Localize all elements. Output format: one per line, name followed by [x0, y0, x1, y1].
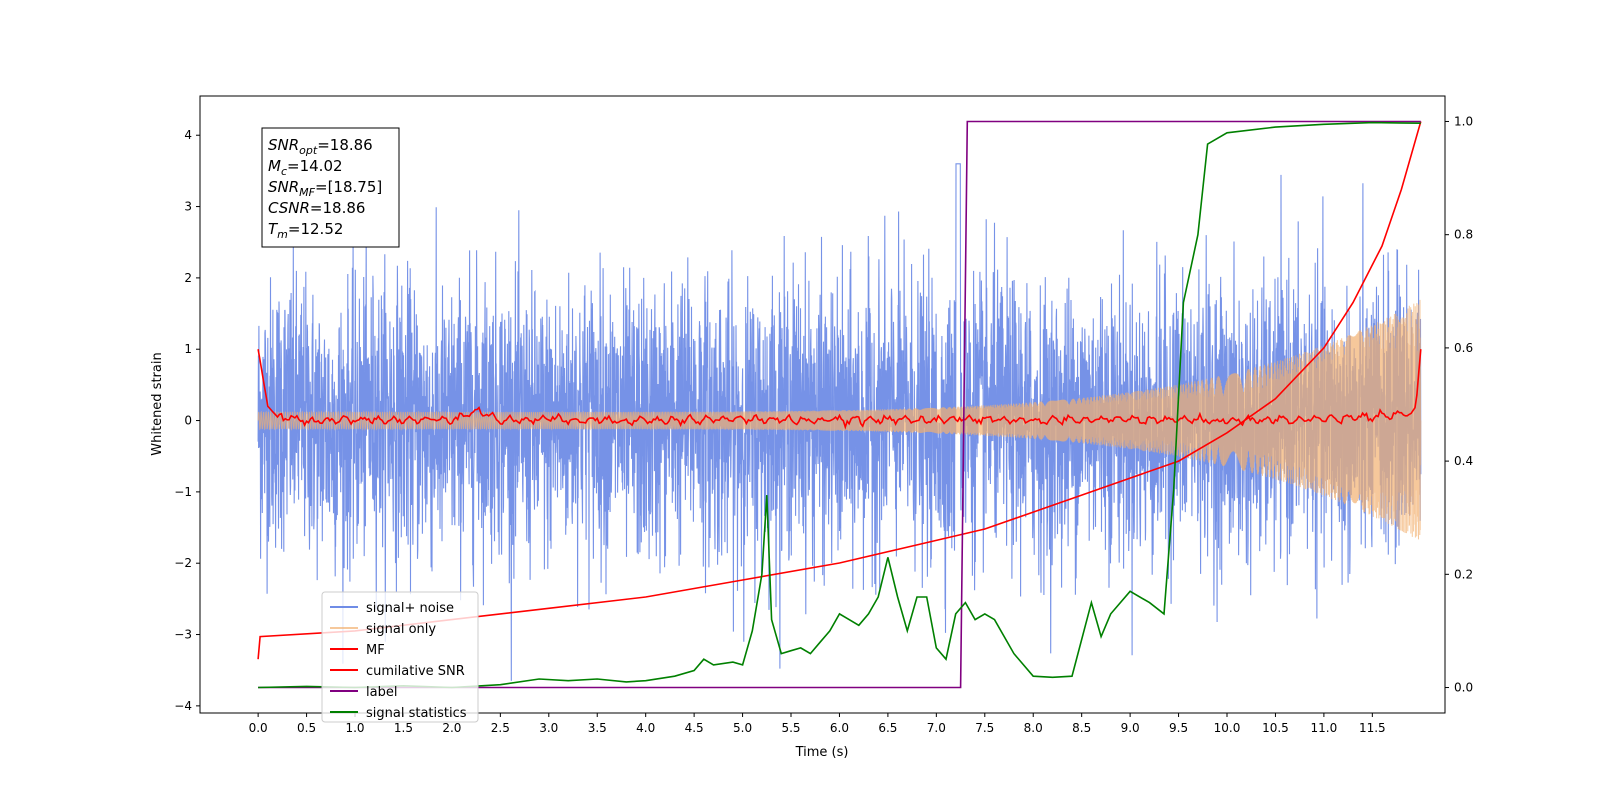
y-left-tick-label: 1	[184, 342, 192, 356]
y-right-tick-label: 0.8	[1454, 228, 1473, 242]
annotation-subscript: c	[281, 165, 287, 178]
x-tick-label: 2.5	[491, 721, 510, 735]
x-tick-label: 9.5	[1169, 721, 1188, 735]
x-tick-label: 10.0	[1214, 721, 1241, 735]
annotation-value: =18.86	[310, 199, 366, 217]
series-line-signal-statistics	[258, 121, 1421, 689]
y-left-tick-label: −3	[174, 628, 192, 642]
y-left-tick-label: 4	[184, 128, 192, 142]
annotation-symbol: SNR	[268, 136, 299, 154]
y-right-tick-label: 1.0	[1454, 114, 1473, 128]
x-tick-label: 1.0	[345, 721, 364, 735]
annotation-lines: SNRopt=18.86Mc=14.02SNRMF=[18.75]CSNR=18…	[268, 136, 382, 241]
annotation-subscript: m	[277, 228, 288, 241]
legend: signal+ noise signal only MF cumilative SNR…	[321, 591, 479, 723]
y-right-tick-label: 0.0	[1454, 681, 1473, 695]
legend-label: MF	[366, 643, 385, 658]
x-tick-label: 7.5	[975, 721, 994, 735]
y-right-tick-label: 0.2	[1454, 567, 1473, 581]
annotation-line: CSNR=18.86	[268, 199, 365, 217]
y-left-tick-label: −1	[174, 485, 192, 499]
y-axis-right: 1.0 0.8 0.6 0.4 0.2 0.0	[1445, 114, 1473, 695]
y-right-tick-label: 0.4	[1454, 454, 1473, 468]
x-tick-label: 5.0	[733, 721, 752, 735]
annotation-value: =[18.75]	[315, 178, 382, 196]
x-tick-label: 10.5	[1262, 721, 1289, 735]
x-tick-label: 11.0	[1311, 721, 1338, 735]
annotation-subscript: opt	[299, 144, 318, 157]
annotation-frame	[261, 127, 400, 248]
y-left-tick-label: 2	[184, 271, 192, 285]
x-tick-label: 5.5	[781, 721, 800, 735]
annotation-subscript: MF	[299, 186, 315, 199]
annotation-box: SNRopt=18.86Mc=14.02SNRMF=[18.75]CSNR=18…	[261, 127, 400, 248]
legend-label: label	[366, 685, 397, 700]
series-line-label	[258, 120, 1421, 689]
x-tick-label: 6.0	[830, 721, 849, 735]
annotation-value: =14.02	[287, 157, 343, 175]
x-tick-label: 0.0	[249, 721, 268, 735]
x-tick-label: 3.5	[588, 721, 607, 735]
x-tick-label: 1.5	[394, 721, 413, 735]
annotation-symbol: M	[268, 157, 281, 175]
series-line-signal-only	[257, 299, 1422, 540]
y-left-tick-label: −4	[174, 699, 192, 713]
annotation-line: Tm=12.52	[268, 220, 343, 241]
y-axis-left: 4 3 2 1 0 −1 −2 −3 −4	[174, 128, 200, 713]
legend-label: signal statistics	[366, 706, 467, 721]
x-tick-label: 0.5	[297, 721, 316, 735]
x-tick-label: 8.5	[1072, 721, 1091, 735]
legend-label: signal+ noise	[366, 601, 454, 616]
annotation-line: SNRMF=[18.75]	[268, 178, 382, 199]
legend-label: cumilative SNR	[366, 664, 465, 679]
x-tick-label: 9.0	[1121, 721, 1140, 735]
y-left-tick-label: −2	[174, 556, 192, 570]
annotation-symbol: CSNR	[268, 199, 310, 217]
annotation-symbol: T	[268, 220, 279, 238]
series-line-signal-noise	[257, 163, 1422, 681]
x-tick-label: 6.5	[878, 721, 897, 735]
x-tick-label: 3.0	[539, 721, 558, 735]
y-axis-label: Whitened strain	[150, 352, 165, 455]
legend-frame	[321, 591, 479, 723]
legend-label: signal only	[366, 622, 436, 637]
y-right-tick-label: 0.6	[1454, 341, 1473, 355]
x-tick-label: 2.0	[442, 721, 461, 735]
x-axis: 0.0 0.5 1.0 1.5 2.0 2.5 3.0 3.5 4.0 4.5 5.0 5.5 6.0 6…	[249, 713, 1386, 735]
x-tick-label: 7.0	[927, 721, 946, 735]
x-tick-label: 11.5	[1359, 721, 1386, 735]
plot-series	[257, 120, 1422, 689]
series-line-cumilative-snr	[257, 121, 1422, 660]
x-tick-label: 8.0	[1024, 721, 1043, 735]
annotation-line: SNRopt=18.86	[268, 136, 373, 157]
series-line-mf	[257, 349, 1422, 430]
x-tick-label: 4.0	[636, 721, 655, 735]
y-left-tick-label: 0	[184, 414, 192, 428]
annotation-value: =18.86	[317, 136, 373, 154]
legend-entries: signal+ noise signal only MF cumilative SNR…	[330, 601, 467, 721]
annotation-symbol: SNR	[268, 178, 299, 196]
plot-frame	[199, 95, 1446, 714]
x-tick-label: 4.5	[685, 721, 704, 735]
y-left-tick-label: 3	[184, 200, 192, 214]
x-axis-label: Time (s)	[795, 745, 849, 760]
annotation-line: Mc=14.02	[268, 157, 343, 178]
annotation-value: =12.52	[288, 220, 344, 238]
